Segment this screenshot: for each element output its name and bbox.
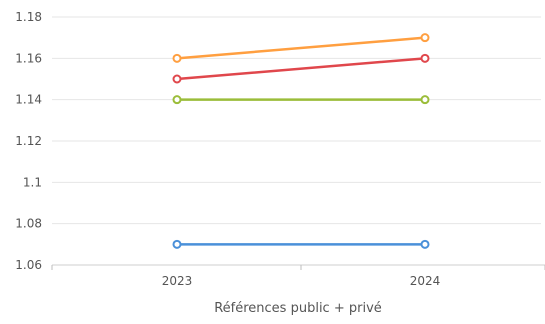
series-2	[172, 53, 430, 84]
y-tick-labels: 1.06 1.08 1.1 1.12 1.14 1.16 1.18	[15, 10, 42, 272]
x-tick-label: 2024	[410, 274, 441, 288]
data-point[interactable]	[420, 33, 430, 43]
data-point[interactable]	[172, 239, 182, 249]
series-3	[172, 95, 430, 105]
axis-layer	[51, 264, 545, 270]
y-tick-label: 1.16	[15, 51, 42, 65]
series-layer	[172, 33, 430, 249]
series-4	[172, 239, 430, 249]
y-tick-label: 1.12	[15, 134, 42, 148]
data-point[interactable]	[420, 95, 430, 105]
y-tick-label: 1.06	[15, 258, 42, 272]
grid-layer	[52, 16, 541, 225]
x-axis-title: Références public + privé	[214, 301, 382, 316]
y-tick-label: 1.1	[23, 175, 42, 189]
data-point[interactable]	[420, 239, 430, 249]
series-line	[175, 36, 427, 60]
data-point[interactable]	[172, 74, 182, 84]
y-tick-label: 1.08	[15, 217, 42, 231]
y-tick-label: 1.14	[15, 93, 42, 107]
x-tick-label: 2023	[162, 274, 193, 288]
series-1	[172, 33, 430, 63]
data-point[interactable]	[420, 53, 430, 63]
data-point[interactable]	[172, 95, 182, 105]
y-tick-label: 1.18	[15, 10, 42, 24]
x-tick-labels: 2023 2024	[162, 274, 441, 288]
series-line	[175, 57, 427, 81]
data-point[interactable]	[172, 53, 182, 63]
